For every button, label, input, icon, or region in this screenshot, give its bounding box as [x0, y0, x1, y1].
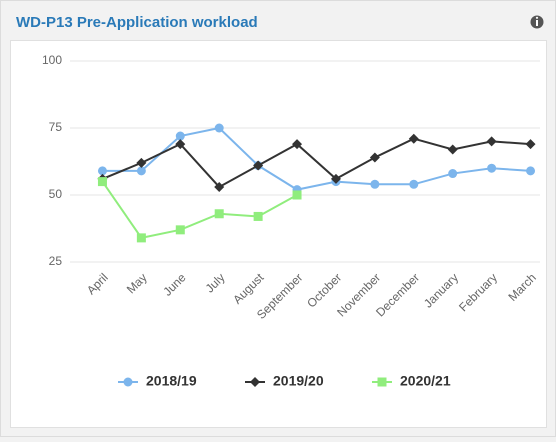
info-icon[interactable]	[530, 15, 544, 29]
marker	[123, 377, 133, 387]
marker	[97, 166, 107, 176]
marker	[253, 211, 263, 221]
marker	[214, 123, 224, 133]
y-tick-label: 75	[49, 120, 63, 134]
legend-label: 2018/19	[146, 373, 197, 389]
marker	[408, 133, 419, 144]
legend-item[interactable]: 2020/21	[372, 373, 451, 389]
marker	[214, 209, 224, 219]
marker	[447, 144, 458, 155]
marker	[369, 152, 380, 163]
marker	[292, 190, 302, 200]
marker	[370, 179, 380, 189]
marker	[175, 225, 185, 235]
y-tick-label: 25	[49, 254, 63, 268]
plot-panel	[10, 40, 547, 428]
marker	[175, 131, 185, 141]
marker	[448, 169, 458, 179]
marker	[250, 377, 260, 387]
legend-label: 2019/20	[273, 373, 324, 389]
marker	[486, 136, 497, 147]
marker	[136, 157, 147, 168]
legend-item[interactable]: 2019/20	[245, 373, 324, 389]
series-line	[102, 126, 531, 191]
marker	[377, 377, 387, 387]
series-line	[101, 181, 298, 239]
marker	[526, 166, 536, 176]
legend-item[interactable]: 2018/19	[118, 373, 197, 389]
marker	[253, 160, 264, 171]
y-tick-label: 50	[49, 187, 63, 201]
chart-title: WD-P13 Pre-Application workload	[16, 14, 258, 31]
marker	[330, 173, 341, 184]
series-line	[102, 137, 531, 189]
legend-label: 2020/21	[400, 373, 451, 389]
marker	[136, 166, 146, 176]
marker	[214, 181, 225, 192]
marker	[97, 177, 107, 187]
marker	[487, 163, 497, 173]
marker	[175, 139, 186, 150]
marker	[409, 179, 419, 189]
marker	[136, 233, 146, 243]
marker	[292, 139, 303, 150]
marker	[525, 139, 536, 150]
y-tick-label: 100	[42, 53, 62, 67]
